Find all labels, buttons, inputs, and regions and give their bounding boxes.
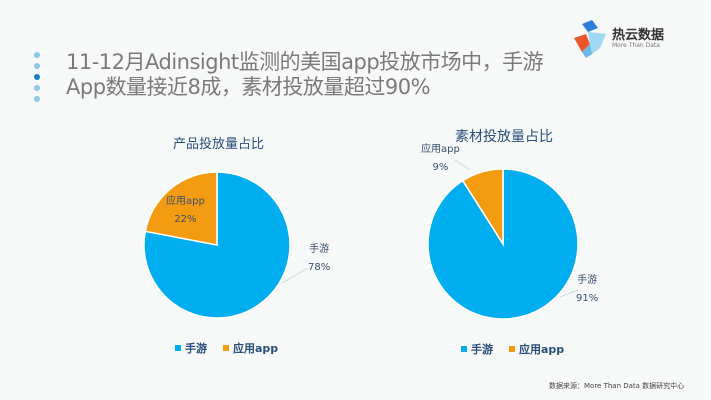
bullet-dot-active xyxy=(34,74,40,80)
page-title: 11-12月Adinsight监测的美国app投放市场中，手游 App数量接近8… xyxy=(66,50,544,100)
legend-label-game: 手游 xyxy=(471,343,493,356)
chart-title-2: 素材投放量占比 xyxy=(455,129,553,145)
legend-2: 手游 应用app xyxy=(461,341,564,357)
label-category: 应用app xyxy=(421,144,460,155)
label-category: 应用app xyxy=(166,196,205,207)
logo-name: 热云数据 xyxy=(612,28,665,43)
label-value: 91% xyxy=(576,293,599,304)
pie-slice-1-app xyxy=(144,171,218,246)
legend-swatch-app xyxy=(223,345,229,351)
leader-line xyxy=(559,289,579,298)
logo-icon xyxy=(574,20,606,58)
data-label-app-2: 应用app 9% xyxy=(421,141,460,177)
label-category: 手游 xyxy=(309,244,330,255)
pie-slice-2-app xyxy=(461,168,504,247)
data-label-game-1: 手游 78% xyxy=(308,241,330,277)
label-category: 手游 xyxy=(577,275,598,286)
legend-1: 手游 应用app xyxy=(175,340,278,356)
label-value: 9% xyxy=(432,162,449,173)
logo: 热云数据 More Than Data xyxy=(570,20,664,64)
legend-swatch-game xyxy=(461,346,467,352)
leader-line xyxy=(281,267,309,284)
legend-label-game: 手游 xyxy=(185,342,207,355)
leader-line xyxy=(454,159,471,171)
pie-slice-1-game xyxy=(143,171,291,319)
data-label-app-1: 应用app 22% xyxy=(166,193,205,229)
bullet-dot xyxy=(34,63,40,69)
slide-bullets xyxy=(34,52,40,107)
title-line-2: App数量接近8成，素材投放量超过90% xyxy=(66,75,431,99)
data-label-game-2: 手游 91% xyxy=(576,272,598,308)
chart-title-1: 产品投放量占比 xyxy=(173,137,265,152)
label-value: 22% xyxy=(174,214,197,225)
bullet-dot xyxy=(34,52,40,58)
data-source: 数据来源：More Than Data 数据研究中心 xyxy=(549,382,685,390)
bullet-dot xyxy=(34,85,40,91)
label-value: 78% xyxy=(308,262,331,273)
legend-swatch-game xyxy=(175,345,181,351)
legend-swatch-app xyxy=(509,346,515,352)
bullet-dot xyxy=(34,96,40,102)
legend-label-app: 应用app xyxy=(233,342,279,355)
legend-label-app: 应用app xyxy=(519,343,565,356)
title-line-1: 11-12月Adinsight监测的美国app投放市场中，手游 xyxy=(66,50,544,74)
logo-tagline: More Than Data xyxy=(612,42,660,49)
